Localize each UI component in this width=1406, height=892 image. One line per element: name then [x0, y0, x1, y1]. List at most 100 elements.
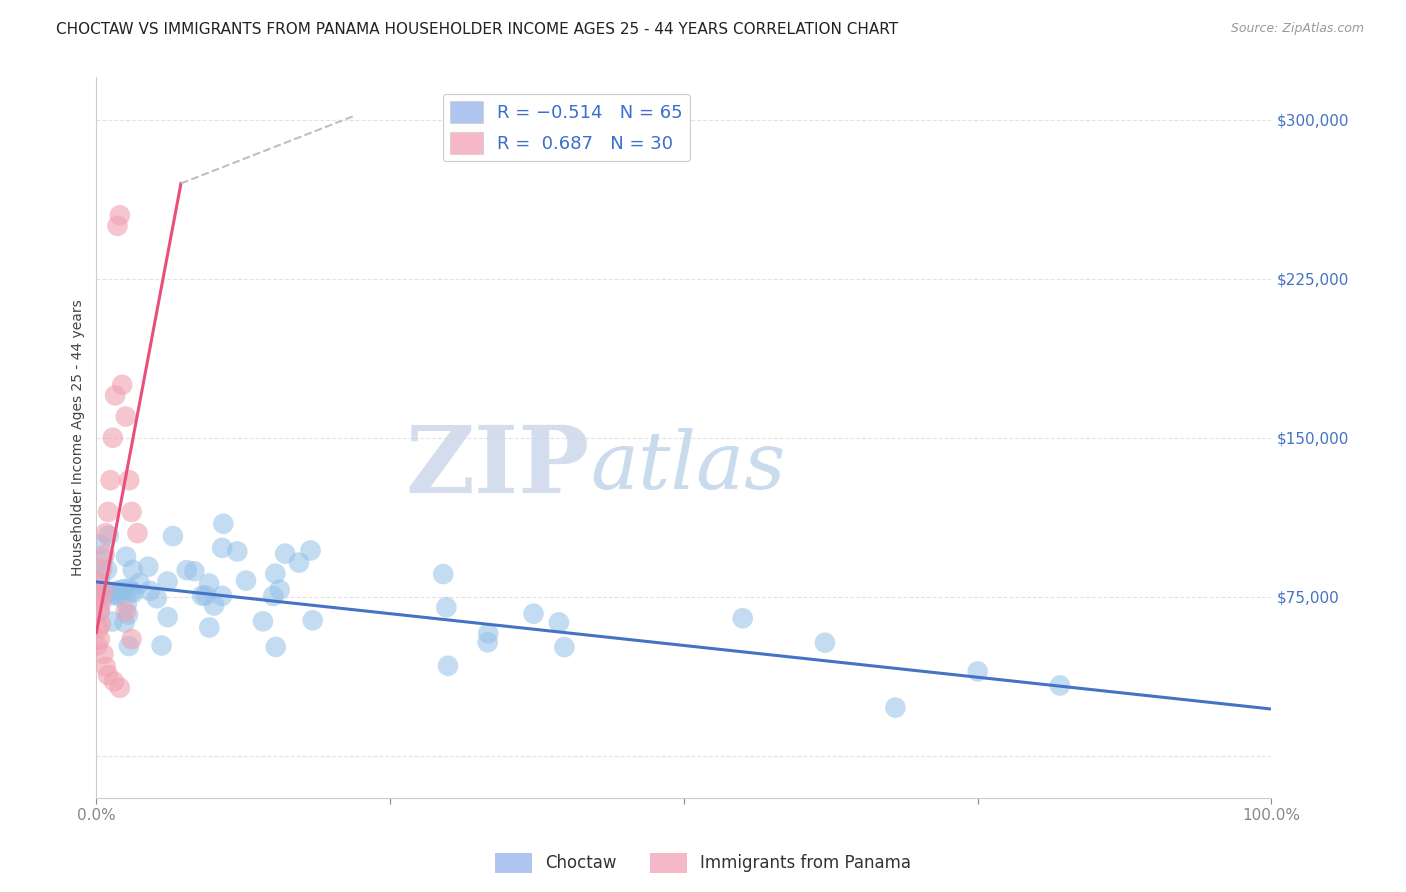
Point: [103, 674, 125, 689]
Point: [194, 589, 217, 603]
Point: [128, 576, 150, 591]
Point: [269, 582, 291, 597]
Point: [114, 605, 136, 619]
Point: [121, 632, 143, 646]
Point: [97, 668, 120, 682]
Point: [288, 556, 311, 570]
Point: [176, 563, 198, 577]
Point: [121, 505, 143, 519]
Point: [118, 582, 141, 596]
Point: [211, 541, 233, 555]
Point: [434, 600, 457, 615]
Point: [94, 526, 117, 541]
Point: [198, 620, 221, 634]
Point: [86, 639, 108, 653]
Point: [89, 632, 111, 646]
Point: [1049, 678, 1071, 692]
Point: [548, 615, 571, 630]
Y-axis label: Householder Income Ages 25 - 44 years: Householder Income Ages 25 - 44 years: [72, 300, 86, 576]
Point: [211, 589, 233, 603]
Point: [966, 665, 988, 679]
Point: [93, 647, 115, 661]
Point: [107, 587, 129, 601]
Point: [97, 585, 120, 599]
Text: atlas: atlas: [591, 428, 786, 506]
Point: [202, 599, 225, 613]
Point: [94, 659, 117, 673]
Point: [118, 473, 141, 487]
Point: [437, 658, 460, 673]
Point: [96, 563, 118, 577]
Point: [115, 549, 138, 564]
Point: [111, 377, 134, 392]
Point: [89, 603, 111, 617]
Text: CHOCTAW VS IMMIGRANTS FROM PANAMA HOUSEHOLDER INCOME AGES 25 - 44 YEARS CORRELAT: CHOCTAW VS IMMIGRANTS FROM PANAMA HOUSEH…: [56, 22, 898, 37]
Point: [522, 607, 544, 621]
Point: [264, 566, 287, 581]
Point: [117, 607, 139, 622]
Point: [235, 574, 257, 588]
Point: [108, 208, 131, 222]
Point: [432, 567, 454, 582]
Point: [183, 564, 205, 578]
Point: [156, 574, 179, 589]
Point: [120, 584, 142, 599]
Point: [162, 529, 184, 543]
Point: [127, 526, 149, 541]
Point: [107, 583, 129, 598]
Point: [91, 562, 114, 576]
Point: [87, 622, 110, 636]
Point: [87, 590, 110, 604]
Point: [100, 473, 122, 487]
Text: ZIP: ZIP: [406, 422, 591, 512]
Point: [93, 583, 115, 598]
Point: [136, 559, 159, 574]
Point: [731, 611, 754, 625]
Point: [262, 589, 284, 603]
Point: [477, 626, 499, 640]
Point: [91, 552, 114, 566]
Point: [150, 639, 173, 653]
Legend: R = −0.514   N = 65, R =  0.687   N = 30: R = −0.514 N = 65, R = 0.687 N = 30: [443, 94, 690, 161]
Point: [198, 576, 221, 591]
Point: [90, 617, 112, 632]
Point: [114, 615, 136, 630]
Point: [114, 409, 136, 424]
Point: [90, 596, 112, 610]
Point: [118, 639, 141, 653]
Point: [101, 431, 124, 445]
Point: [146, 591, 169, 606]
Text: Source: ZipAtlas.com: Source: ZipAtlas.com: [1230, 22, 1364, 36]
Point: [93, 547, 115, 561]
Point: [89, 605, 111, 619]
Point: [107, 219, 129, 233]
Point: [86, 574, 108, 589]
Point: [884, 700, 907, 714]
Point: [212, 516, 235, 531]
Point: [122, 585, 145, 599]
Point: [108, 681, 131, 695]
Point: [108, 590, 131, 604]
Point: [301, 613, 323, 627]
Point: [477, 635, 499, 649]
Point: [139, 583, 162, 598]
Point: [115, 597, 138, 611]
Point: [89, 572, 111, 586]
Point: [101, 615, 124, 629]
Point: [264, 640, 287, 654]
Legend: Choctaw, Immigrants from Panama: Choctaw, Immigrants from Panama: [488, 847, 918, 880]
Point: [89, 537, 111, 551]
Point: [86, 584, 108, 599]
Point: [553, 640, 575, 654]
Point: [814, 636, 837, 650]
Point: [104, 388, 127, 402]
Point: [156, 610, 179, 624]
Point: [100, 588, 122, 602]
Point: [112, 582, 135, 596]
Point: [121, 563, 143, 577]
Point: [191, 589, 214, 603]
Point: [252, 615, 274, 629]
Point: [97, 505, 120, 519]
Point: [226, 544, 249, 558]
Point: [299, 543, 322, 558]
